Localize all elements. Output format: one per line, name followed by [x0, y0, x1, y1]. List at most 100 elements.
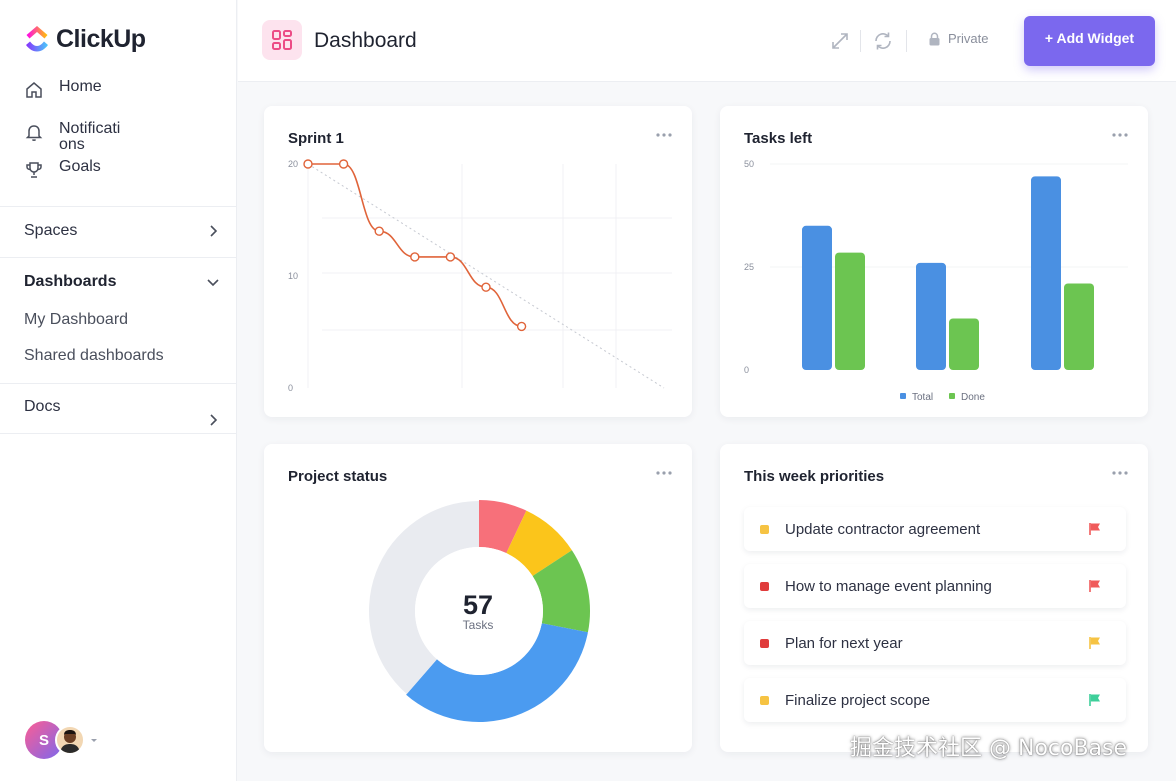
priority-item[interactable]: How to manage event planning [744, 564, 1126, 608]
bar-done [835, 252, 865, 370]
chevron-down-icon [207, 279, 219, 287]
caret-down-icon [91, 739, 97, 742]
spaces-row[interactable]: Spaces [24, 222, 220, 240]
y-axis-ticks: 20 10 0 [288, 159, 298, 393]
priority-dot [760, 524, 769, 534]
divider [0, 433, 237, 434]
expand-icon[interactable] [829, 30, 851, 52]
bars [802, 176, 1094, 370]
dashboards-label: Dashboards [24, 273, 117, 290]
tasks-left-title: Tasks left [744, 130, 813, 147]
priority-text: How to manage event planning [785, 577, 992, 595]
priority-item[interactable]: Update contractor agreement [744, 507, 1126, 551]
logo-text: ClickUp [56, 24, 146, 53]
docs-row[interactable]: Docs [24, 398, 220, 427]
priority-dot [760, 581, 769, 591]
y-tick-label: 50 [744, 159, 754, 169]
burndown-line [307, 163, 522, 328]
avatar-photo [55, 725, 85, 755]
data-point [303, 159, 313, 169]
bar-total [1031, 176, 1061, 370]
donut-slice [479, 500, 527, 554]
my-dashboard-link[interactable]: My Dashboard [24, 311, 129, 328]
divider [0, 383, 237, 384]
tasks-left-card: 50 25 0 Total Done Tasks left [720, 106, 1148, 417]
sprint-title: Sprint 1 [288, 130, 344, 147]
data-point [374, 226, 384, 236]
legend-swatch [900, 393, 906, 399]
project-status-chart [369, 500, 590, 722]
bell-icon [25, 125, 43, 141]
nav-home[interactable]: Home [24, 79, 149, 100]
watermark: 掘金技术社区 @ NocoBase [850, 736, 1128, 761]
dashboards-row[interactable]: Dashboards [24, 273, 220, 291]
sidebar: ClickUp Home Notificati ons Goals Spaces… [0, 0, 237, 781]
divider [0, 257, 237, 258]
logo[interactable]: ClickUp [24, 24, 146, 54]
nav-notifications[interactable]: Notificati ons [24, 121, 149, 153]
legend: Total Done [900, 392, 985, 403]
nav-goals[interactable]: Goals [24, 159, 149, 180]
priority-item[interactable]: Finalize project scope [744, 678, 1126, 722]
bar-total [802, 225, 832, 370]
nav-notifications-label: Notificati ons [59, 120, 121, 153]
private-label: Private [948, 31, 989, 46]
lock-icon [929, 32, 940, 45]
priority-dot [760, 695, 769, 705]
priority-text: Plan for next year [785, 634, 903, 652]
y-tick-label: 0 [288, 383, 293, 393]
donut-slice [369, 501, 479, 694]
nav-home-label: Home [59, 78, 102, 95]
flag-icon[interactable] [1088, 579, 1102, 593]
more-icon[interactable] [656, 470, 672, 476]
add-widget-button[interactable]: + Add Widget [1024, 16, 1155, 66]
chevron-right-icon [210, 414, 218, 426]
legend-label: Total [912, 392, 933, 403]
trophy-icon [26, 162, 42, 178]
donut-slices [369, 500, 590, 722]
y-tick-label: 0 [744, 365, 749, 375]
y-axis-ticks: 50 25 0 [744, 159, 754, 375]
priority-dot [760, 638, 769, 648]
priorities-title: This week priorities [744, 468, 885, 485]
donut-center-label: Tasks [462, 618, 494, 632]
flag-icon[interactable] [1088, 693, 1102, 707]
legend-swatch [949, 393, 955, 399]
project-status-card: Project status 57 Tasks [264, 444, 692, 752]
project-status-title: Project status [288, 468, 388, 485]
shared-dashboards-link[interactable]: Shared dashboards [24, 347, 164, 364]
data-point [338, 159, 349, 169]
y-tick-label: 10 [288, 271, 298, 281]
privacy-toggle[interactable]: Private [928, 31, 988, 46]
chart-grid [307, 164, 672, 388]
more-icon[interactable] [1112, 132, 1128, 138]
data-point [445, 252, 456, 262]
flag-icon[interactable] [1088, 522, 1102, 536]
divider [906, 30, 907, 52]
divider [0, 206, 237, 207]
more-icon[interactable] [1112, 470, 1128, 476]
legend-label: Done [961, 392, 985, 403]
more-icon[interactable] [656, 132, 672, 138]
donut-slice [532, 550, 590, 633]
flag-icon[interactable] [1088, 636, 1102, 650]
header: Dashboard Private + Add Widget [238, 0, 1176, 82]
dashboard-icon [262, 20, 302, 60]
home-icon [26, 82, 42, 98]
tasks-left-chart: 50 25 0 Total Done [744, 159, 1128, 403]
priority-text: Finalize project scope [785, 691, 931, 709]
donut-slice [506, 510, 572, 576]
bar-done [949, 318, 979, 370]
data-point [410, 252, 420, 262]
spaces-label: Spaces [24, 222, 78, 239]
bar-total [916, 262, 946, 370]
page-title: Dashboard [314, 29, 417, 52]
data-point [481, 282, 491, 292]
y-tick-label: 20 [288, 159, 298, 169]
priority-item[interactable]: Plan for next year [744, 621, 1126, 665]
refresh-icon[interactable] [872, 30, 894, 52]
user-menu[interactable]: S [25, 721, 99, 759]
docs-label: Docs [24, 398, 61, 415]
priorities-card: This week priorities Update contractor a… [720, 444, 1148, 752]
donut-center-value: 57 [462, 590, 494, 620]
